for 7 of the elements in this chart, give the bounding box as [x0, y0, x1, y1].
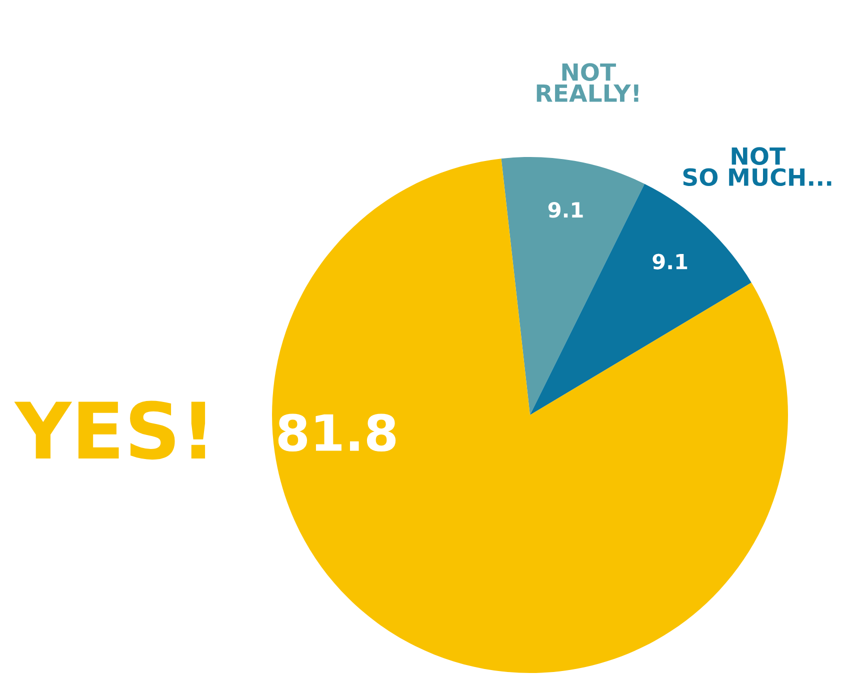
data-label: 81.8 [278, 414, 396, 452]
slice-label: NOT SO MUCH... [683, 147, 832, 186]
slice-label: NOT REALLY! [536, 63, 638, 102]
data-label: 9.1 [548, 202, 583, 218]
slice-label: YES! [14, 400, 206, 460]
pie-slice [501, 157, 645, 415]
data-label: 9.1 [652, 254, 688, 270]
